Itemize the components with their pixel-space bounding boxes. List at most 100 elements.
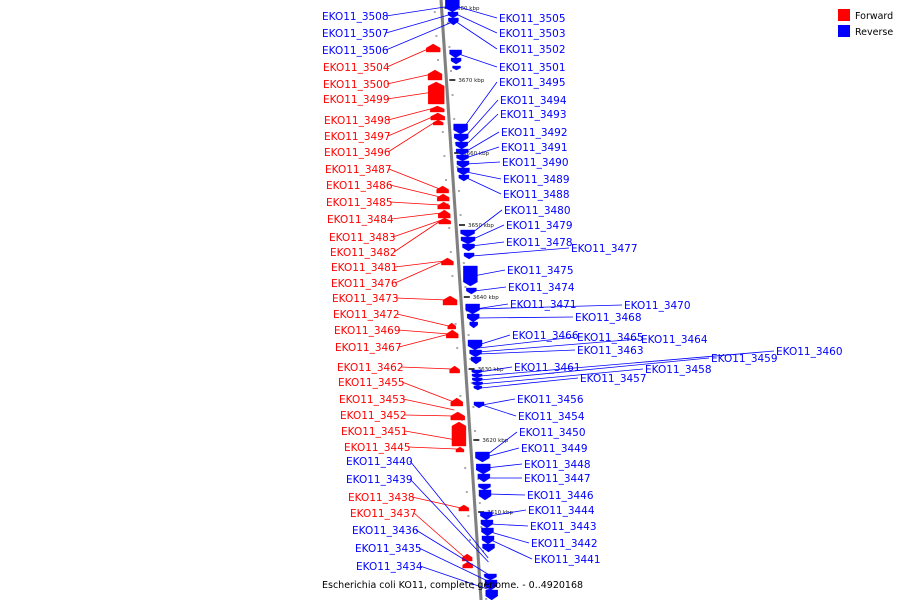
gene-label: EKO11_3452 (340, 410, 407, 422)
gene-label: EKO11_3491 (501, 142, 568, 154)
label-leader (489, 523, 529, 527)
gene-label: EKO11_3470 (624, 300, 691, 312)
reverse-gene (455, 148, 469, 156)
gene-label: EKO11_3444 (528, 505, 595, 517)
label-leader (463, 81, 498, 129)
reverse-gene (478, 483, 491, 491)
forward-gene (430, 105, 445, 113)
axis-tick-label: 3610 kbp (487, 510, 513, 516)
label-leader (480, 368, 644, 385)
gene-label: EKO11_3441 (534, 554, 601, 566)
forward-gene (427, 69, 443, 81)
label-leader (413, 512, 465, 558)
gene-label: EKO11_3475 (507, 265, 574, 277)
label-leader (489, 509, 527, 517)
gene-label: EKO11_3455 (338, 377, 405, 389)
label-leader (456, 21, 498, 50)
forward-gene (449, 365, 460, 374)
gene-label: EKO11_3499 (323, 94, 390, 106)
reverse-gene (466, 287, 477, 295)
reverse-gene (480, 519, 494, 529)
label-leader (397, 329, 450, 335)
reverse-gene (473, 385, 483, 391)
forward-gene (436, 185, 449, 194)
reverse-gene (463, 252, 475, 260)
forward-gene (450, 397, 463, 407)
label-leader (455, 13, 498, 34)
gene-label: EKO11_3440 (346, 456, 413, 468)
gene-label: EKO11_3454 (518, 411, 585, 423)
gene-label: EKO11_3469 (334, 325, 401, 337)
gene-label: EKO11_3493 (500, 109, 567, 121)
gene-label: EKO11_3451 (341, 426, 408, 438)
reverse-gene (472, 377, 483, 383)
label-leaders (385, 5, 775, 591)
forward-gene (450, 411, 465, 421)
gene-label: EKO11_3508 (322, 11, 389, 23)
forward-gene (447, 322, 456, 330)
gene-label: EKO11_3438 (348, 492, 415, 504)
label-leader (479, 366, 513, 373)
gene-label: EKO11_3502 (499, 44, 566, 56)
label-leader (415, 529, 490, 576)
label-leader (411, 496, 461, 509)
reverse-gene (460, 229, 475, 238)
label-leader (471, 241, 505, 247)
gene-label: EKO11_3474 (508, 282, 575, 294)
gene-features (426, 0, 498, 600)
gene-label: EKO11_3498 (324, 115, 391, 127)
reverse-gene (481, 535, 495, 545)
gene-label: EKO11_3486 (326, 180, 393, 192)
gene-label: EKO11_3500 (323, 79, 390, 91)
gene-label: EKO11_3492 (501, 127, 568, 139)
label-leader (466, 177, 502, 195)
label-leader (409, 460, 489, 559)
reverse-gene (449, 49, 462, 59)
axis-tick-label: 3640 kbp (473, 295, 499, 301)
gene-label: EKO11_3445 (344, 442, 411, 454)
reverse-gene (447, 11, 459, 19)
label-leader (390, 212, 442, 220)
label-leader (486, 463, 523, 469)
gene-label: EKO11_3501 (499, 62, 566, 74)
gene-label: EKO11_3481 (331, 262, 398, 274)
genome-axis (439, 0, 483, 600)
gene-label: EKO11_3465 (577, 332, 644, 344)
label-leader (409, 478, 489, 563)
gene-label: EKO11_3506 (322, 45, 389, 57)
label-leader (490, 539, 533, 560)
reverse-gene (463, 265, 478, 287)
axis-tick-label: 3670 kbp (458, 78, 484, 84)
gene-label: EKO11_3462 (337, 362, 404, 374)
gene-label: EKO11_3458 (645, 364, 712, 376)
reverse-gene (457, 167, 470, 176)
reverse-gene (469, 321, 478, 329)
forward-gene (455, 446, 465, 453)
label-leader (477, 334, 511, 346)
gene-label: EKO11_3476 (331, 278, 398, 290)
gene-label: EKO11_3468 (575, 312, 642, 324)
reverse-gene (481, 527, 494, 537)
label-leader (472, 247, 570, 257)
reverse-gene (471, 369, 482, 375)
gene-label: EKO11_3460 (776, 346, 843, 358)
forward-gene (451, 421, 467, 447)
axis-tick-label: 3620 kbp (482, 438, 508, 444)
forward-gene (436, 193, 450, 202)
reverse-gene (448, 17, 459, 26)
label-leader (475, 304, 623, 310)
label-leader (386, 73, 433, 85)
label-leader (455, 5, 498, 19)
reverse-gene (470, 356, 482, 365)
genome-caption: Escherichia coli KO11, complete genome. … (322, 580, 583, 591)
gene-label: EKO11_3490 (502, 157, 569, 169)
gene-label: EKO11_3477 (571, 243, 638, 255)
legend: Forward Reverse (838, 9, 893, 38)
label-leader (400, 366, 452, 370)
label-leader (418, 547, 490, 583)
reverse-gene (458, 174, 470, 182)
reverse-gene (482, 543, 495, 553)
gene-label: EKO11_3496 (324, 147, 391, 159)
reverse-gene (477, 473, 491, 483)
label-leader (388, 168, 440, 190)
